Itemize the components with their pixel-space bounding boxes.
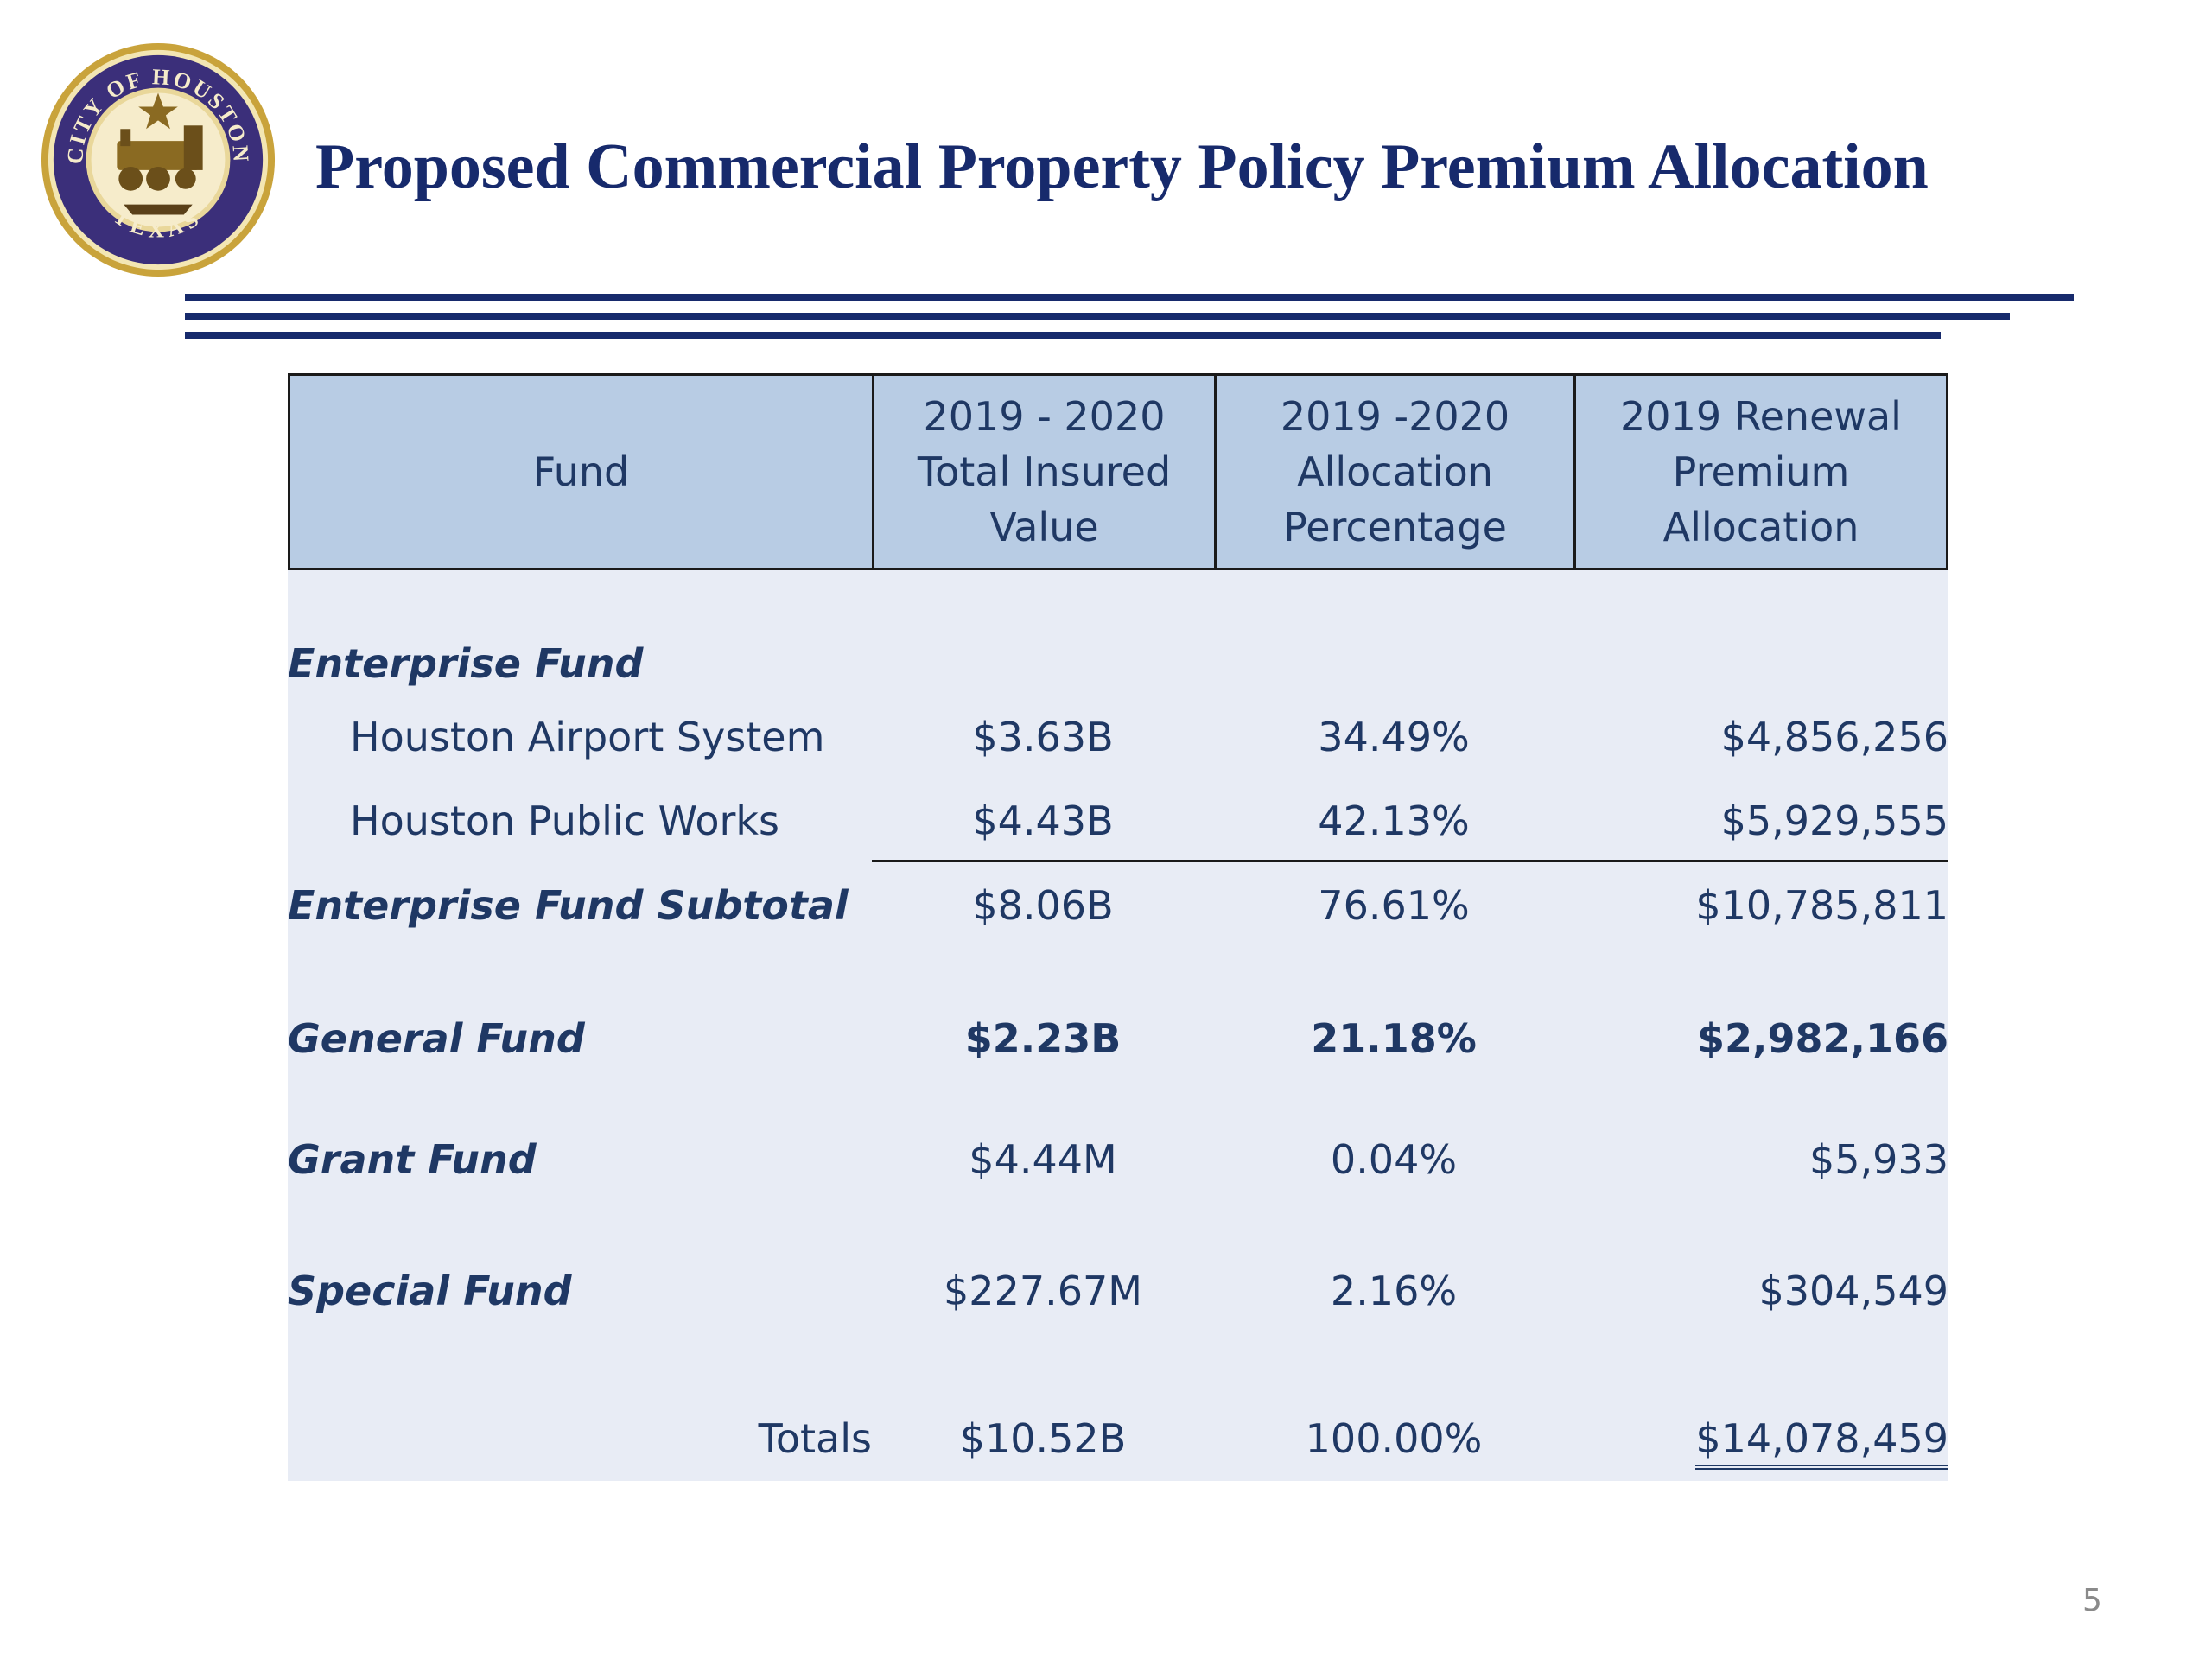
column-header-fund: Fund [288, 373, 874, 570]
allocation-percentage: 34.49% [1318, 714, 1470, 760]
fund-label: Enterprise Fund Subtotal [288, 882, 849, 929]
city-of-houston-seal-icon: CITY OF HOUSTON TEXAS [41, 42, 276, 277]
premium-allocation: $5,933 [1809, 1136, 1948, 1183]
premium-allocation: $304,549 [1758, 1268, 1949, 1314]
title-rule [185, 313, 2010, 320]
table-row-enterprise-fund: Enterprise Fund [288, 633, 1948, 694]
table-row-general-fund: General Fund $2.23B 21.18% $2,982,166 [288, 1008, 1948, 1069]
premium-allocation-total: $14,078,459 [1573, 1408, 1948, 1470]
total-insured-value: $8.06B [972, 882, 1114, 929]
total-insured-value: $2.23B [964, 1015, 1122, 1062]
table-row-subtotal: Enterprise Fund Subtotal $8.06B 76.61% $… [288, 875, 1948, 936]
table-header-row: Fund 2019 - 2020 Total Insured Value 201… [288, 373, 1948, 570]
fund-label: Enterprise Fund [288, 640, 644, 687]
fund-label: Grant Fund [288, 1136, 537, 1183]
total-insured-value: $10.52B [959, 1415, 1127, 1462]
allocation-percentage: 100.00% [1305, 1415, 1483, 1462]
fund-label: Houston Public Works [350, 798, 780, 844]
table-row: Houston Public Works $4.43B 42.13% $5,92… [288, 791, 1948, 851]
allocation-percentage: 2.16% [1330, 1268, 1458, 1314]
totals-label: Totals [758, 1415, 872, 1462]
fund-label: General Fund [288, 1015, 585, 1062]
column-header-premium-allocation: 2019 Renewal Premium Allocation [1573, 373, 1948, 570]
allocation-percentage: 0.04% [1330, 1136, 1458, 1183]
table-row-special-fund: Special Fund $227.67M 2.16% $304,549 [288, 1261, 1948, 1321]
title-rule [185, 332, 1941, 339]
total-insured-value: $3.63B [972, 714, 1114, 760]
total-insured-value: $4.44M [969, 1136, 1117, 1183]
total-insured-value: $4.43B [972, 798, 1114, 844]
table-row-grant-fund: Grant Fund $4.44M 0.04% $5,933 [288, 1129, 1948, 1190]
page-number: 5 [2082, 1583, 2102, 1618]
column-header-allocation-percentage: 2019 -2020 Allocation Percentage [1214, 373, 1576, 570]
premium-allocation: $2,982,166 [1696, 1015, 1948, 1062]
premium-allocation: $10,785,811 [1695, 882, 1948, 929]
allocation-percentage: 42.13% [1318, 798, 1470, 844]
allocation-percentage: 21.18% [1311, 1015, 1477, 1062]
total-insured-value: $227.67M [944, 1268, 1142, 1314]
subtotal-divider [872, 860, 1948, 862]
premium-allocation: $5,929,555 [1720, 798, 1948, 844]
premium-allocation: $4,856,256 [1720, 714, 1948, 760]
table-row: Houston Airport System $3.63B 34.49% $4,… [288, 707, 1948, 767]
fund-label: Houston Airport System [350, 714, 825, 760]
fund-label: Special Fund [288, 1268, 572, 1314]
allocation-percentage: 76.61% [1318, 882, 1470, 929]
premium-total-value: $14,078,459 [1695, 1413, 1948, 1470]
column-header-total-insured-value: 2019 - 2020 Total Insured Value [872, 373, 1217, 570]
title-rule [185, 294, 2074, 301]
table-row-totals: Totals $10.52B 100.00% $14,078,459 [288, 1408, 1948, 1470]
slide-title: Proposed Commercial Property Policy Prem… [315, 131, 1929, 202]
